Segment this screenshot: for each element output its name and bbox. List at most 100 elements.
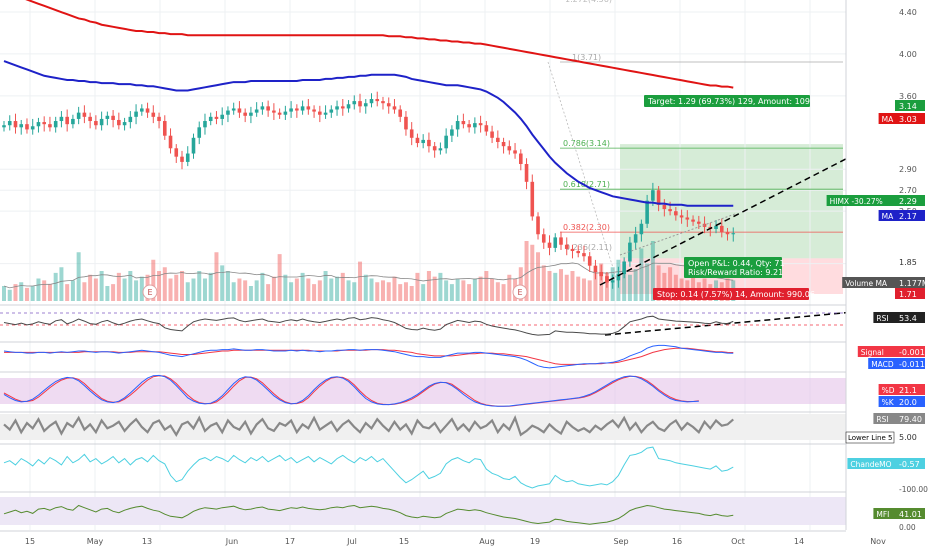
target-price-value-box: [895, 100, 925, 111]
time-tick: Jul: [346, 537, 357, 546]
candle-body: [203, 121, 207, 128]
volume-bar: [36, 278, 41, 301]
volume-bar: [294, 278, 299, 301]
candle-body: [616, 274, 621, 281]
volume-bar: [558, 269, 563, 301]
ma-fast-badge-value-box: [895, 210, 925, 221]
volume-bar: [59, 267, 64, 301]
candle-body: [300, 106, 305, 111]
volume-bar: [536, 252, 541, 301]
candle-body: [719, 225, 724, 233]
target-label-box: [644, 95, 810, 107]
candle-body: [605, 276, 609, 283]
ma-slow-badge-value: 3.03: [899, 115, 917, 124]
trend-line-upper: [599, 143, 876, 286]
time-tick: Oct: [731, 537, 745, 546]
candle-body: [214, 116, 219, 119]
volume-bar: [243, 280, 248, 301]
volume-bar: [633, 269, 638, 301]
time-axis[interactable]: 15 May 13 Jun 17 Jul 15 Aug 19 Sep 16 Oct 14 Nov: [0, 530, 886, 546]
target-label-text: Target: 1.29 (69.73%) 129, Amount: 1091.…: [647, 97, 828, 106]
candle-body: [587, 256, 592, 266]
volume-bar: [358, 261, 363, 301]
fib-label-f1: 1(3.71): [572, 53, 601, 62]
fib-label-f382: 0.382(2.30): [563, 223, 610, 232]
volume-bar: [47, 284, 52, 301]
volume-bar: [197, 271, 202, 301]
chande-line: [3, 446, 734, 489]
candle-body: [553, 237, 558, 248]
volume-bar: [541, 265, 546, 301]
candle-body: [19, 124, 24, 128]
candle-body: [674, 211, 678, 216]
volume-bar: [271, 276, 276, 301]
stop-label-box: [653, 288, 809, 300]
trend-lines[interactable]: [599, 143, 876, 336]
volume-bar: [19, 282, 24, 301]
volume-bar: [380, 280, 385, 301]
time-tick: 15: [25, 537, 35, 546]
volume-bar: [455, 278, 460, 301]
volume-bar: [329, 278, 334, 301]
signal-badge-name-box: [857, 346, 895, 357]
chande-badge-name: ChandeMO: [850, 460, 891, 469]
chande-badge-name-box: [847, 458, 895, 469]
ma-fast-line: [3, 60, 734, 207]
ma-fast-badge-value: 2.17: [899, 212, 917, 221]
volume-bar: [398, 284, 403, 301]
volume-bar: [70, 280, 75, 301]
candle-body: [174, 148, 179, 157]
current-price-name: HIMX -30.27%: [830, 197, 883, 206]
volume-bar: [317, 280, 322, 301]
mfi-band: [0, 497, 846, 525]
candle-body: [2, 125, 6, 128]
volume-bar: [564, 274, 569, 301]
price-axis[interactable]: 4.404.003.602.902.702.502.003.14MA3.03HI…: [826, 0, 932, 550]
volume-bar: [225, 271, 230, 301]
candle-body: [691, 219, 695, 222]
candle-body: [415, 137, 420, 144]
rsi2-badge-value: 79.40: [899, 415, 922, 424]
fib-label-f236: 0.236(2.11): [565, 243, 612, 252]
time-tick: 16: [672, 537, 682, 546]
rsi-badge-name: RSI: [876, 314, 888, 323]
candle-body: [668, 209, 672, 212]
d-badge-value: 21.1: [899, 386, 917, 395]
volume-bar: [645, 263, 650, 301]
d-badge-name-box: [878, 384, 895, 395]
price-tick: 3.60: [899, 92, 917, 101]
volume-bar: [438, 272, 443, 301]
volume-bar: [116, 272, 121, 301]
time-tick: Jun: [225, 537, 239, 546]
candle-body: [564, 244, 569, 249]
d-badge-value-box: [895, 384, 925, 395]
volume-bar: [2, 286, 6, 301]
candle-body: [88, 116, 92, 122]
price-tick: 4.40: [899, 8, 917, 17]
volume-bar: [570, 271, 575, 301]
candle-body: [140, 108, 144, 112]
volume-bar: [260, 272, 265, 301]
volume-bar: [76, 252, 81, 301]
candle-body: [254, 109, 259, 113]
candle-body: [53, 121, 58, 128]
volume-bar: [484, 271, 489, 301]
candle-body: [409, 129, 414, 138]
mfi-badge-name: MFI: [876, 510, 889, 519]
volume-bar: [208, 272, 213, 301]
candle-body: [105, 115, 110, 119]
time-tick: May: [87, 537, 104, 546]
candle-body: [185, 153, 190, 162]
volume-bar: [599, 263, 604, 301]
volume-bar: [13, 284, 18, 301]
time-tick: Sep: [613, 537, 628, 546]
candle-body: [633, 234, 638, 243]
candle-body: [599, 271, 603, 277]
volume-bar: [237, 278, 242, 301]
moving-averages: [3, 0, 734, 207]
earnings-marker-label: E: [517, 288, 522, 297]
candle-body: [283, 111, 288, 115]
volume-bar: [300, 272, 305, 301]
candle-body: [645, 200, 649, 224]
